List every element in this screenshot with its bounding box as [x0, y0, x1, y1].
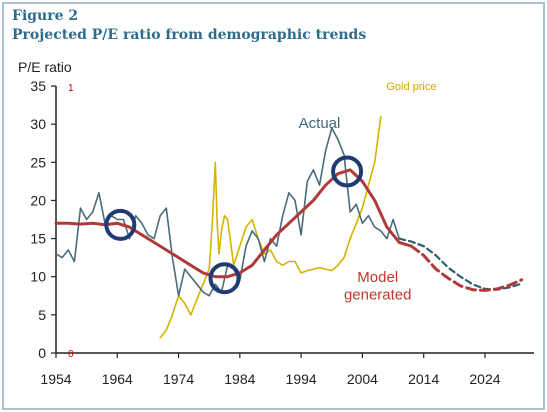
y-tick-label: 30 — [30, 116, 46, 132]
y-tick-label: 0 — [38, 345, 46, 361]
highlight-circle — [104, 208, 137, 241]
chart-axes — [55, 86, 534, 354]
series-line — [409, 244, 524, 292]
y-tick-label: 10 — [30, 269, 46, 285]
x-tick-label: 1994 — [286, 371, 317, 387]
figure-title: Projected P/E ratio from demographic tre… — [12, 27, 367, 43]
highlight-circle — [331, 155, 364, 188]
x-tick-label: 2024 — [469, 371, 500, 387]
annotation-label: generated — [344, 287, 412, 304]
figure-label: Figure 2 — [12, 8, 79, 24]
highlight-circle — [208, 262, 241, 295]
x-tick-label: 1954 — [40, 371, 71, 387]
secondary-tick-label: 0 — [68, 349, 74, 360]
chart-series — [54, 115, 524, 339]
annotation-label: Actual — [299, 115, 341, 132]
annotation-label: Gold price — [386, 81, 436, 93]
series-line — [54, 168, 413, 279]
series-line — [159, 115, 382, 339]
series-line — [398, 237, 523, 291]
y-tick-label: 15 — [30, 231, 46, 247]
series-line — [55, 127, 401, 297]
y-tick-label: 5 — [38, 307, 46, 323]
x-tick-label: 2004 — [347, 371, 378, 387]
x-tick-label: 2014 — [408, 371, 439, 387]
x-tick-label: 1974 — [163, 371, 194, 387]
y-tick-label: 20 — [30, 192, 46, 208]
secondary-axis-ticks: 10 — [68, 83, 74, 360]
x-axis-ticks: 1954 1964 1974 1984 1994 2004 2014 2024 — [40, 353, 501, 387]
annotation-label: Model — [357, 269, 398, 286]
y-tick-label: 35 — [30, 78, 46, 94]
chart-highlights — [104, 155, 364, 295]
x-tick-label: 1984 — [224, 371, 255, 387]
x-tick-label: 1964 — [102, 371, 133, 387]
secondary-tick-label: 1 — [68, 83, 74, 94]
y-axis-title: P/E ratio — [18, 59, 72, 75]
y-axis-ticks: 0 5 10 15 20 25 30 35 — [30, 78, 56, 361]
y-tick-label: 25 — [30, 154, 46, 170]
